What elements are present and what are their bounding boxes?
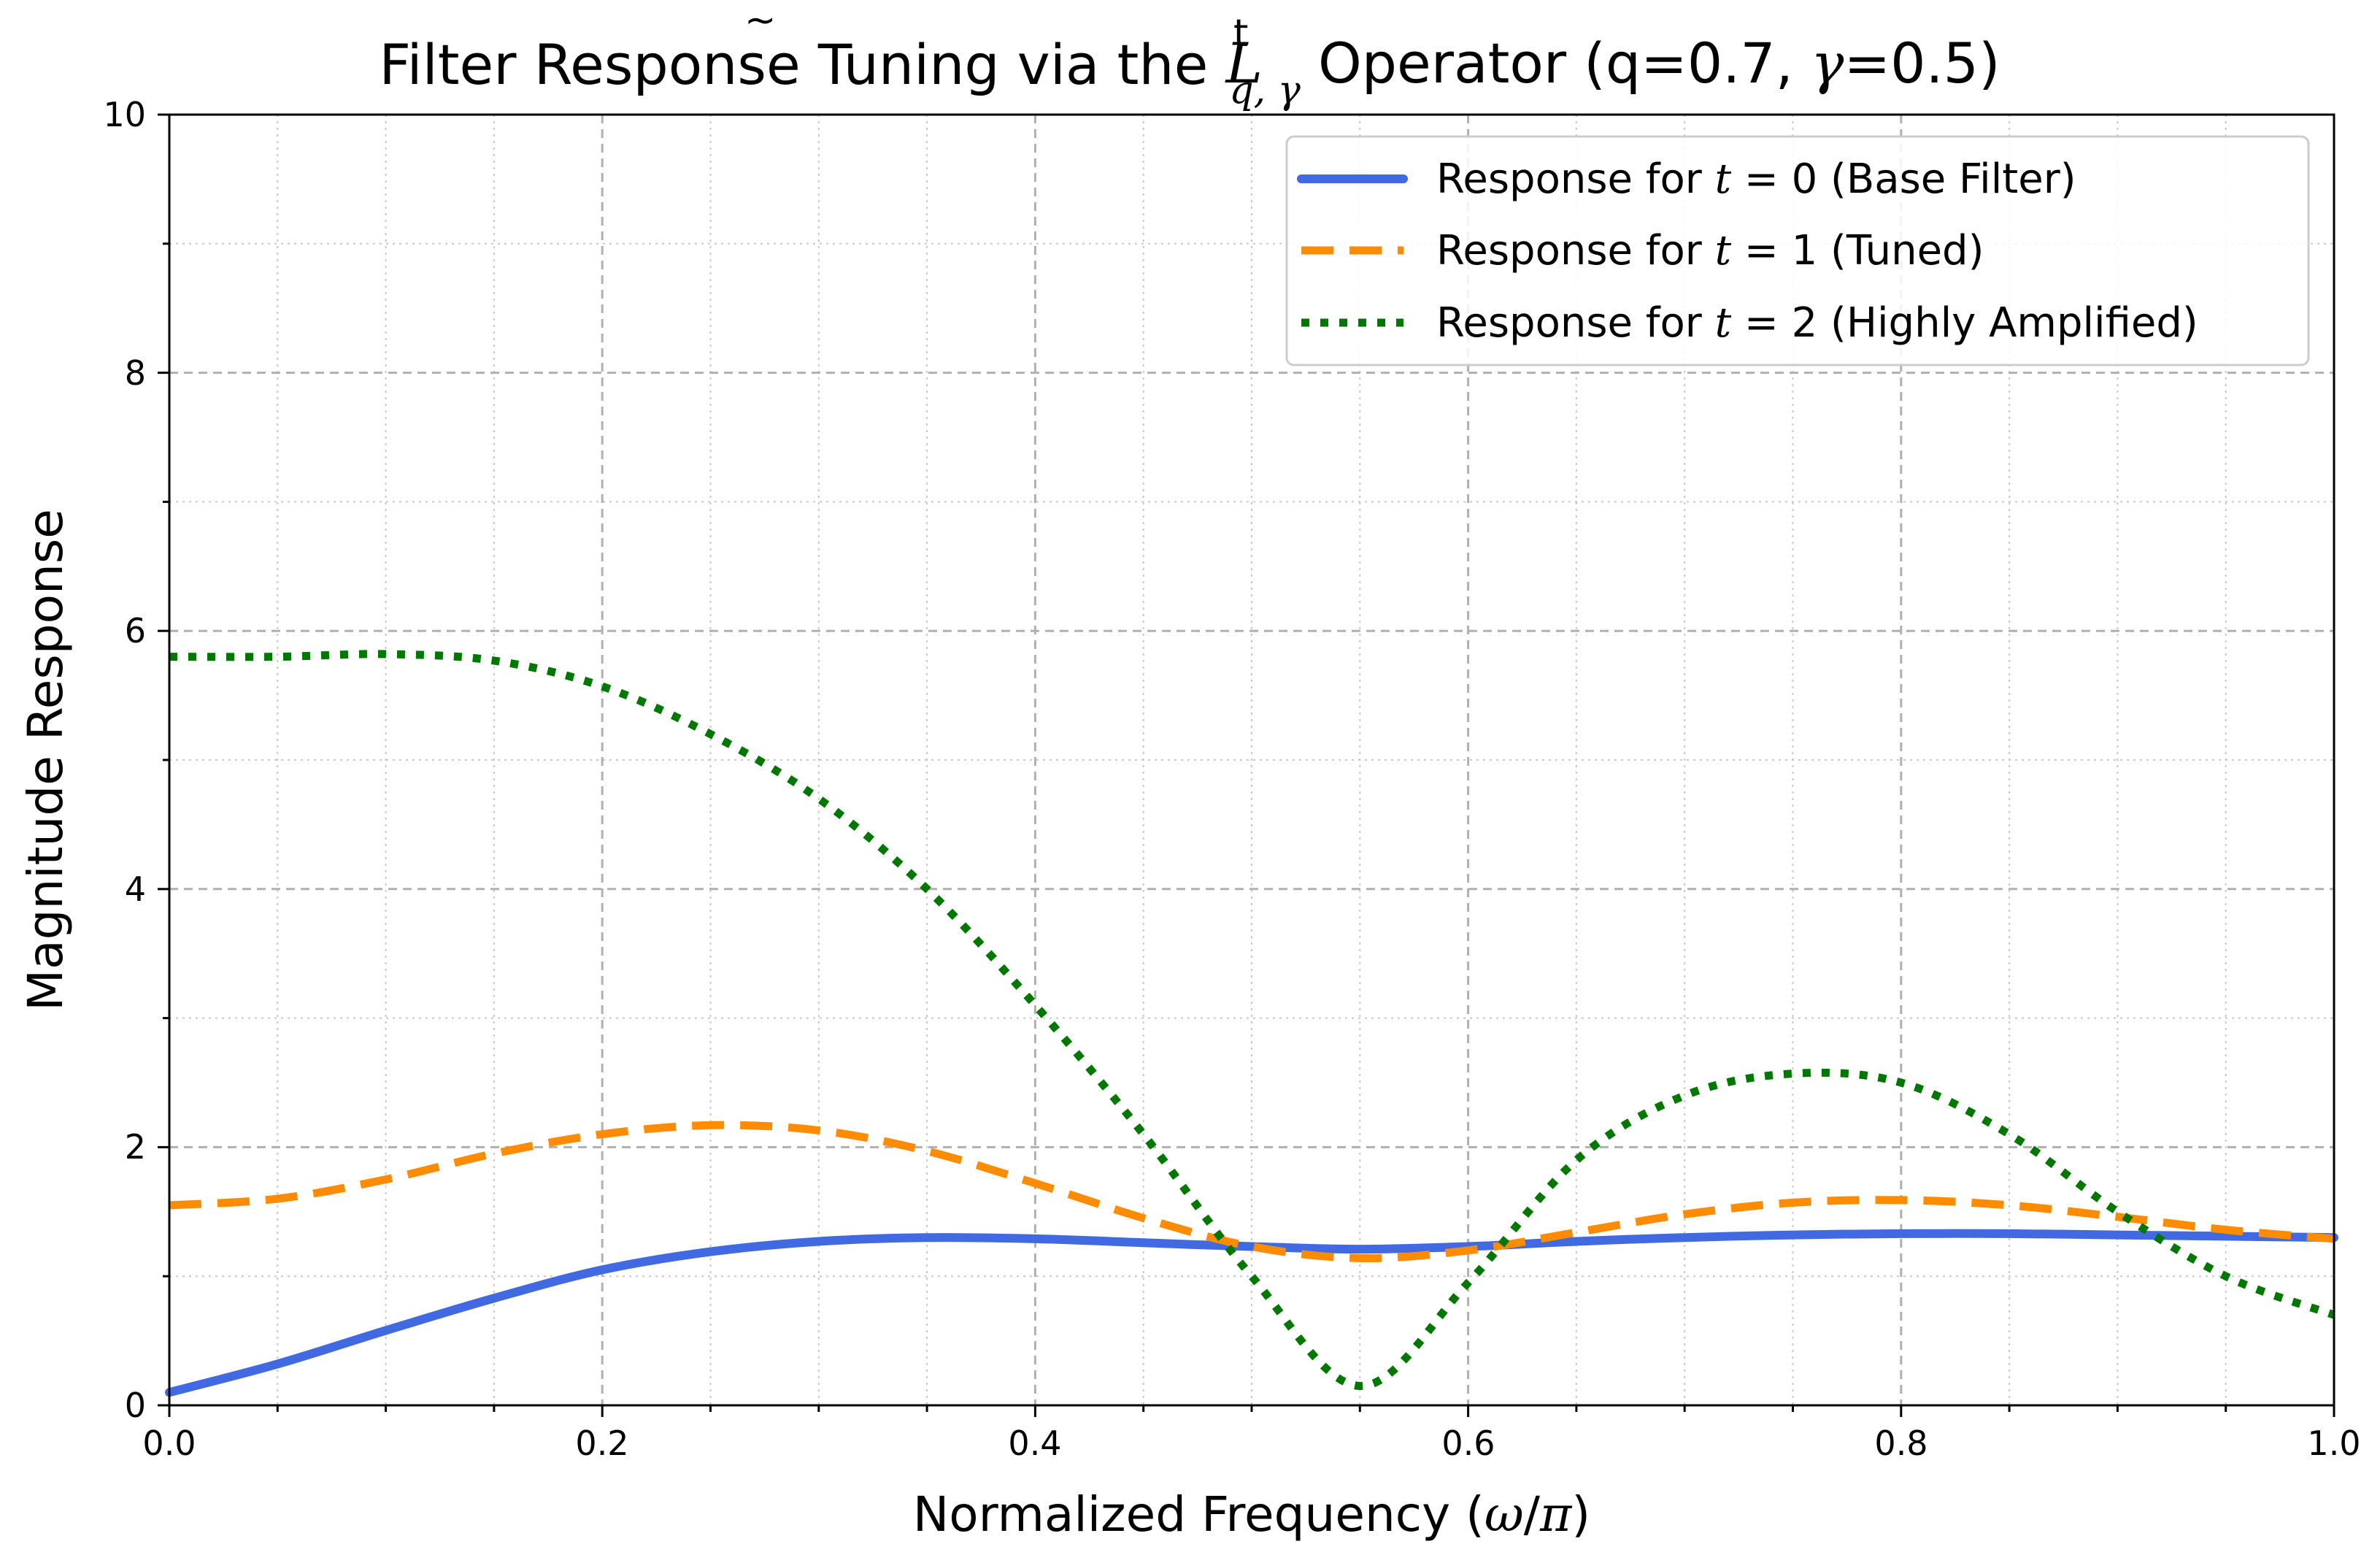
series-tuned bbox=[169, 1121, 2335, 1262]
y-tick-label-2: 4 bbox=[125, 869, 146, 909]
x-tick-label-5: 1.0 bbox=[2307, 1424, 2360, 1463]
tick-marks bbox=[158, 113, 2335, 1417]
x-tick-label-0: 0.0 bbox=[142, 1424, 196, 1463]
series-base-filter bbox=[165, 1229, 2338, 1397]
y-axis-label: Magnitude Response bbox=[18, 509, 74, 1011]
x-tick-labels: 0.0 0.2 0.4 0.6 0.8 1.0 bbox=[142, 1424, 2360, 1463]
y-tick-label-5: 10 bbox=[103, 95, 146, 134]
major-gridlines bbox=[169, 115, 2334, 1405]
x-tick-label-3: 0.6 bbox=[1441, 1424, 1495, 1463]
legend-label-amplified: Response for t = 2 (Highly Amplified) bbox=[1436, 299, 2198, 347]
y-tick-label-3: 6 bbox=[125, 611, 146, 650]
y-tick-label-1: 2 bbox=[125, 1127, 146, 1167]
y-tick-labels: 0 2 4 6 8 10 bbox=[103, 95, 146, 1425]
operator-tilde: ~ bbox=[744, 0, 777, 42]
legend-label-base: Response for t = 0 (Base Filter) bbox=[1436, 155, 2076, 203]
legend-label-tuned: Response for t = 1 (Tuned) bbox=[1436, 227, 1984, 274]
chart-title: Filter Response Tuning via the Lt q, γ Op… bbox=[379, 12, 2000, 112]
y-tick-label-4: 8 bbox=[125, 353, 146, 393]
y-tick-label-0: 0 bbox=[125, 1386, 146, 1425]
legend: Response for t = 0 (Base Filter) Respons… bbox=[1285, 135, 2310, 366]
x-tick-label-2: 0.4 bbox=[1008, 1424, 1061, 1463]
x-axis-label: Normalized Frequency (ω/π) bbox=[913, 1486, 1590, 1543]
series-layer bbox=[165, 650, 2338, 1397]
minor-gridlines bbox=[169, 115, 2334, 1405]
legend-box bbox=[1285, 135, 2310, 366]
x-tick-label-4: 0.8 bbox=[1874, 1424, 1928, 1463]
x-tick-label-1: 0.2 bbox=[575, 1424, 628, 1463]
